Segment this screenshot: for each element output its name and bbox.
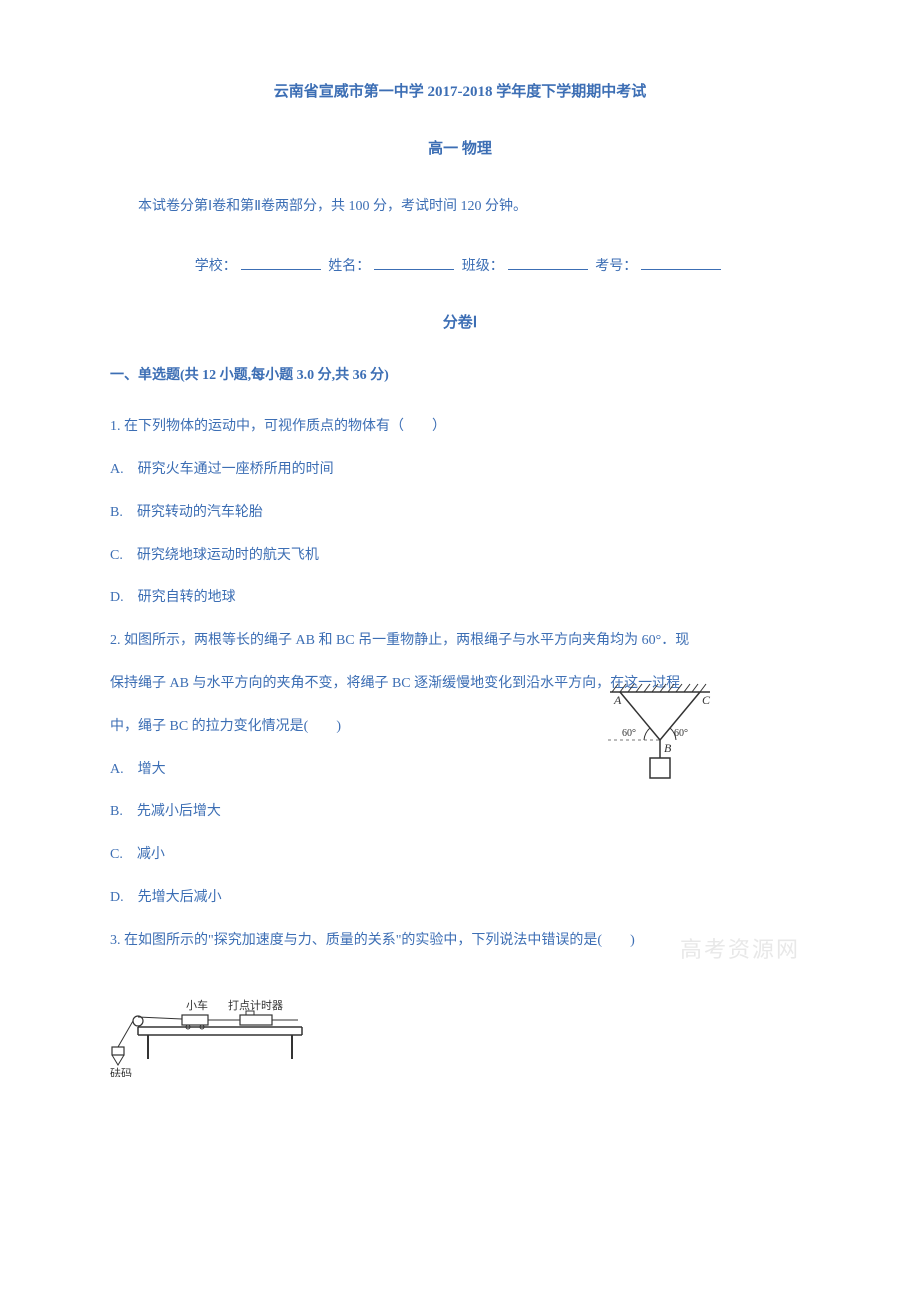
title-main: 云南省宣威市第一中学 2017-2018 学年度下学期期中考试 — [110, 80, 810, 101]
section1-heading: 一、单选题(共 12 小题,每小题 3.0 分,共 36 分) — [110, 364, 810, 384]
field-school-line — [241, 269, 321, 270]
field-name-line — [374, 269, 454, 270]
q2-opt-d: D. 先增大后减小 — [110, 883, 590, 914]
q2-label-a: A — [613, 693, 622, 707]
q3-stem: 3. 在如图所示的"探究加速度与力、质量的关系"的实验中，下列说法中错误的是( … — [110, 926, 810, 957]
field-class-line — [508, 269, 588, 270]
q2-label-b: B — [664, 741, 672, 755]
q2-label-c: C — [702, 693, 711, 707]
field-school-label: 学校： — [195, 259, 237, 274]
q1-opt-c: C. 研究绕地球运动时的航天飞机 — [110, 541, 810, 572]
section-label: 分卷Ⅰ — [110, 311, 810, 332]
q1-opt-b: B. 研究转动的汽车轮胎 — [110, 498, 810, 529]
q2-stem-1: 2. 如图所示，两根等长的绳子 AB 和 BC 吊一重物静止，两根绳子与水平方向… — [110, 626, 810, 657]
q2-opt-a: A. 增大 — [110, 755, 590, 786]
form-fields: 学校： 姓名： 班级： 考号： — [110, 255, 810, 275]
q3-label-weight: 砝码 — [110, 1066, 132, 1077]
field-class-label: 班级： — [462, 259, 504, 274]
q3-figure: 小车 打点计时器 砝码 — [110, 987, 310, 1077]
q2-block: 2. 如图所示，两根等长的绳子 AB 和 BC 吊一重物静止，两根绳子与水平方向… — [110, 626, 810, 914]
q1-stem: 1. 在下列物体的运动中，可视作质点的物体有（ ） — [110, 412, 810, 443]
q3-label-cart: 小车 — [186, 998, 208, 1012]
q2-angle-left: 60° — [622, 728, 636, 739]
field-name-label: 姓名： — [328, 259, 370, 274]
title-sub: 高一 物理 — [110, 137, 810, 158]
q2-figure: A C B 60° 60° — [590, 680, 730, 790]
intro-text: 本试卷分第Ⅰ卷和第Ⅱ卷两部分，共 100 分，考试时间 120 分钟。 — [110, 194, 810, 219]
field-number-label: 考号： — [595, 259, 637, 274]
q1-opt-a: A. 研究火车通过一座桥所用的时间 — [110, 455, 810, 486]
q3-label-timer: 打点计时器 — [228, 998, 283, 1012]
q2-opt-c: C. 减小 — [110, 840, 590, 871]
q1-opt-d: D. 研究自转的地球 — [110, 583, 810, 614]
field-number-line — [641, 269, 721, 270]
q2-opt-b: B. 先减小后增大 — [110, 797, 590, 828]
q2-angle-right: 60° — [674, 728, 688, 739]
